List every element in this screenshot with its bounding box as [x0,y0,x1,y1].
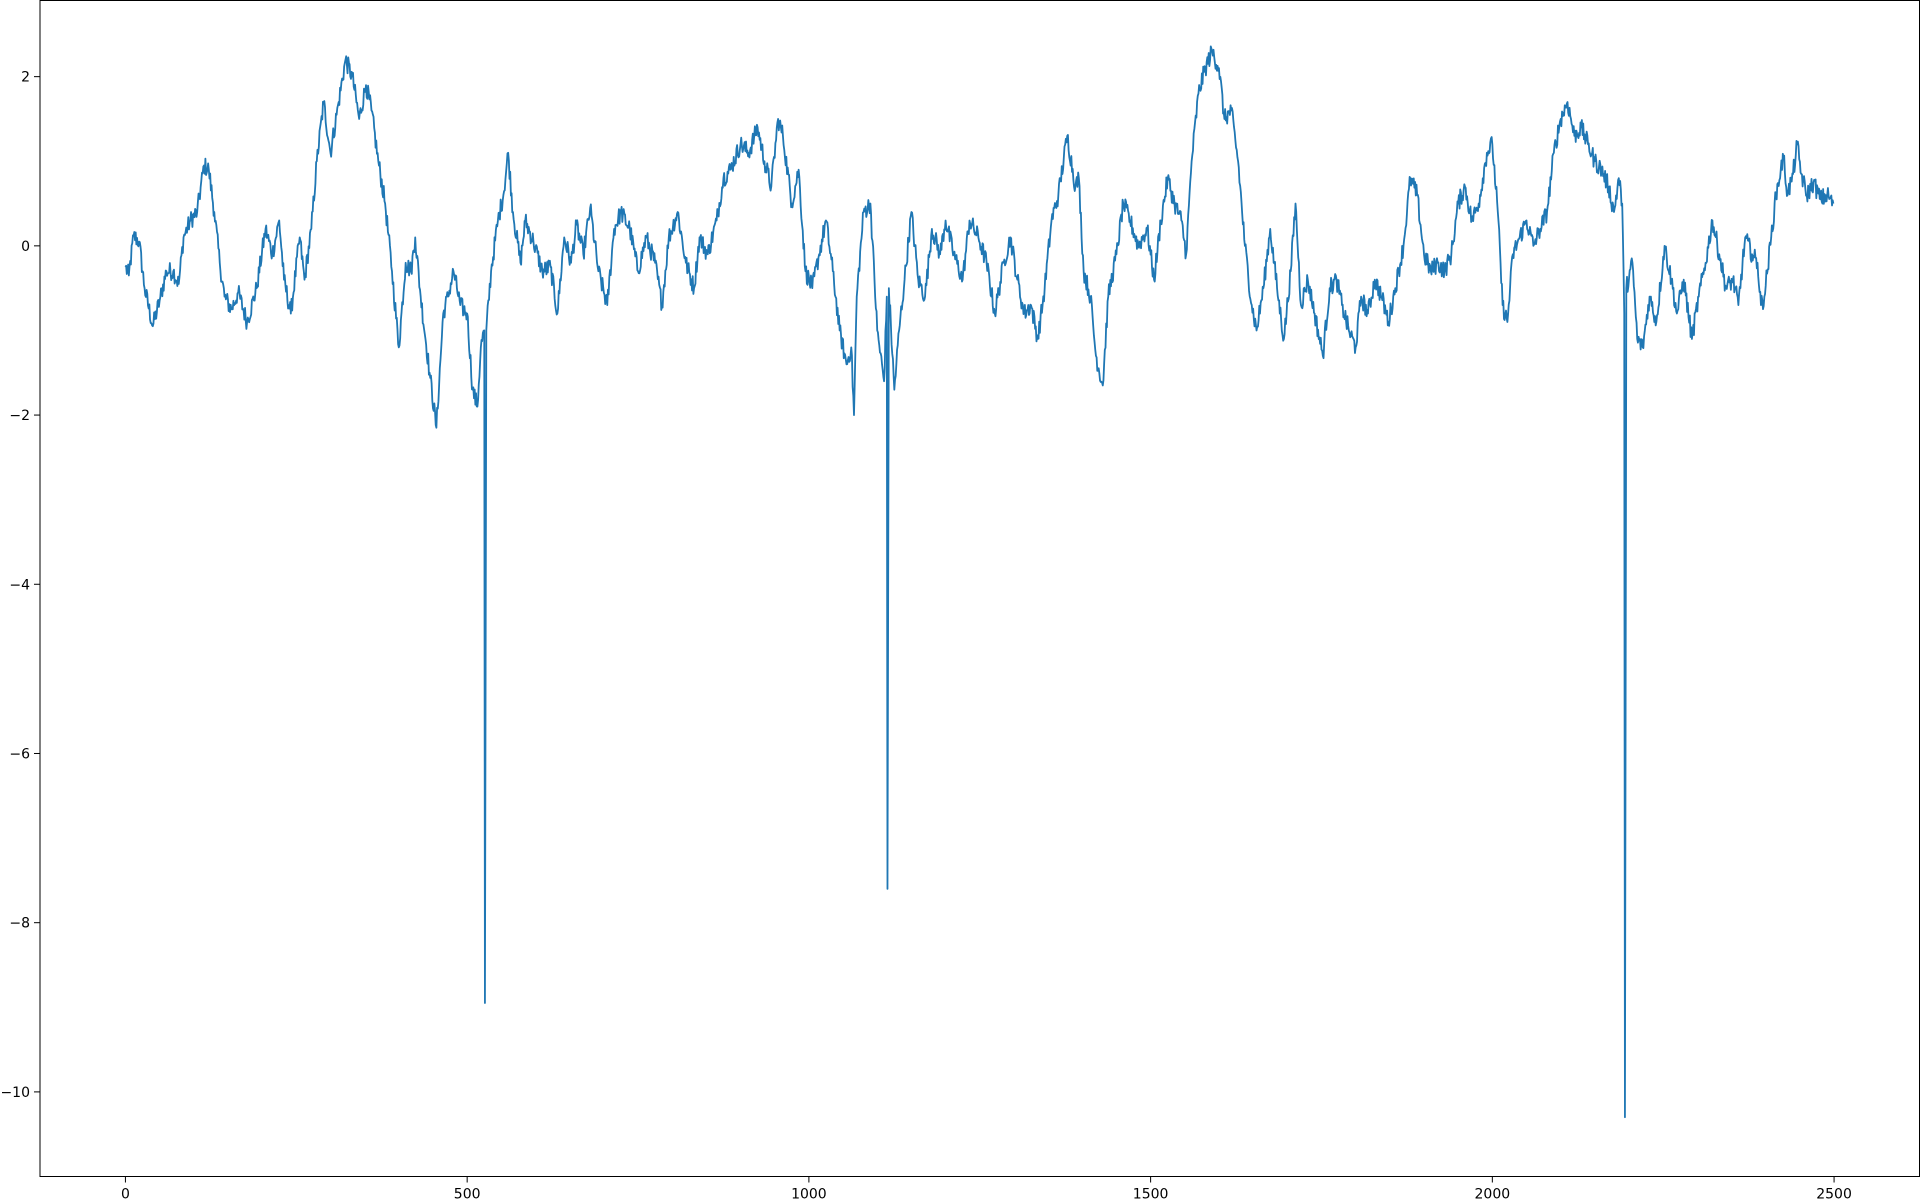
y-tick-label: −10 [0,1085,30,1101]
x-tick-label: 1500 [1133,1187,1169,1200]
y-axis: 2 0 −2 −4 −6 −8 −10 [0,70,40,1101]
x-tick-label: 2500 [1816,1187,1852,1200]
x-tick-label: 1000 [791,1187,827,1200]
x-axis: 0 500 1000 1500 2000 2500 [121,1176,1852,1200]
x-tick-label: 0 [121,1187,130,1200]
plot-area [124,45,1835,1119]
y-tick-label: 2 [21,70,30,86]
y-tick-label: 0 [21,239,30,255]
y-tick-label: −8 [9,916,30,932]
y-tick-label: −6 [9,746,30,762]
y-tick-label: −4 [9,577,30,593]
x-tick-label: 500 [454,1187,481,1200]
x-tick-label: 2000 [1475,1187,1511,1200]
series-line [124,45,1835,1119]
y-tick-label: −2 [9,408,30,424]
